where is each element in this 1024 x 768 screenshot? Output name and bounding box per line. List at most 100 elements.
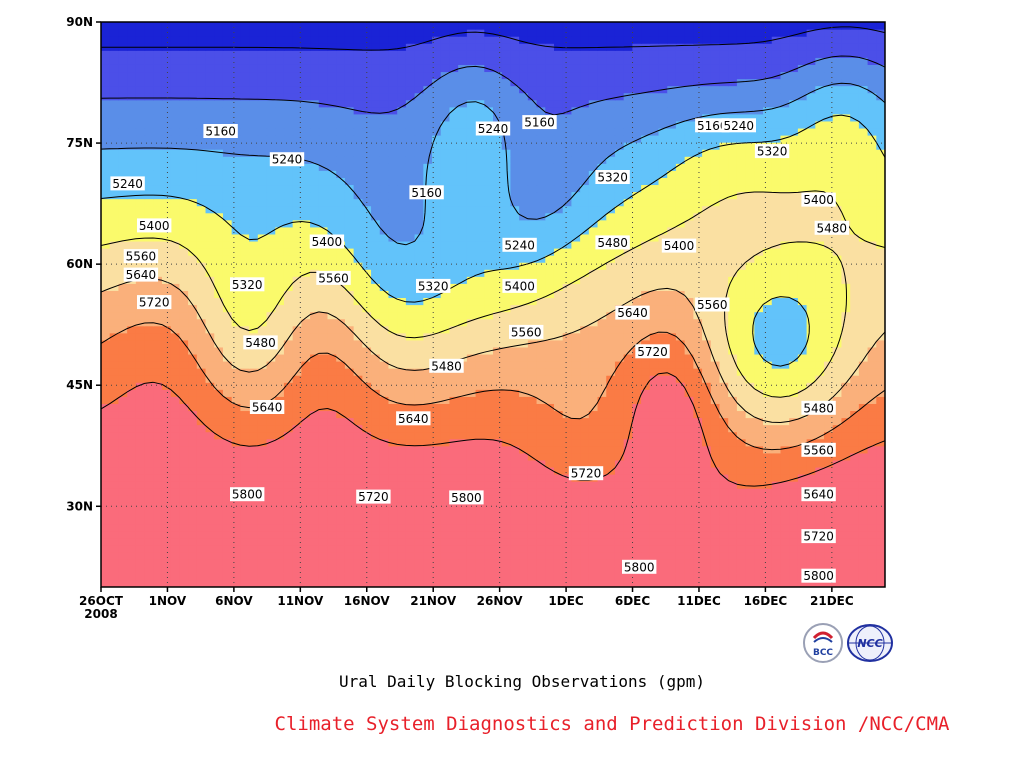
contour-fill-cell xyxy=(196,353,207,362)
contour-fill-cell xyxy=(806,389,816,397)
contour-fill-cell xyxy=(423,290,433,299)
contour-fill-cell xyxy=(580,410,590,419)
contour-fill-cell xyxy=(405,290,416,299)
contour-fill-cell xyxy=(118,346,128,355)
contour-fill-cell xyxy=(266,240,276,249)
contour-fill-cell xyxy=(170,544,180,553)
contour-fill-cell xyxy=(771,544,782,553)
contour-fill-cell xyxy=(458,474,468,482)
contour-fill-cell xyxy=(466,353,477,362)
contour-fill-cell xyxy=(571,558,581,567)
contour-fill-cell xyxy=(135,474,146,482)
contour-fill-cell xyxy=(170,523,180,532)
contour-fill-cell xyxy=(867,361,877,369)
contour-fill-cell xyxy=(135,368,146,376)
contour-fill-cell xyxy=(101,488,111,496)
contour-fill-cell xyxy=(667,205,677,214)
contour-fill-cell xyxy=(754,445,764,454)
contour-fill-cell xyxy=(109,403,120,412)
contour-fill-cell xyxy=(292,226,302,235)
contour-fill-cell xyxy=(693,417,703,426)
contour-fill-cell xyxy=(832,579,843,587)
contour-fill-cell xyxy=(449,537,459,546)
contour-fill-cell xyxy=(675,565,686,574)
contour-fill-cell xyxy=(754,474,764,482)
contour-fill-cell xyxy=(493,368,503,376)
contour-fill-cell xyxy=(240,318,250,327)
contour-fill-cell xyxy=(571,269,581,277)
contour-fill-cell xyxy=(728,283,738,291)
contour-fill-cell xyxy=(101,353,111,362)
contour-fill-cell xyxy=(597,438,607,447)
contour-fill-cell xyxy=(336,452,346,461)
contour-fill-cell xyxy=(510,375,520,383)
contour-fill-cell xyxy=(702,403,712,412)
contour-fill-cell xyxy=(344,255,355,263)
contour-fill-cell xyxy=(632,572,642,581)
contour-fill-cell xyxy=(301,212,311,221)
contour-fill-cell xyxy=(614,488,625,496)
contour-fill-cell xyxy=(440,424,451,433)
contour-fill-cell xyxy=(266,537,276,546)
contour-fill-cell xyxy=(684,403,694,412)
contour-fill-cell xyxy=(728,474,738,482)
contour-fill-cell xyxy=(362,445,372,454)
contour-fill-cell xyxy=(432,459,442,468)
contour-fill-cell xyxy=(458,382,468,390)
contour-fill-cell xyxy=(214,558,224,567)
contour-fill-cell xyxy=(580,283,590,291)
contour-fill-cell xyxy=(249,445,259,454)
contour-fill-cell xyxy=(257,417,268,426)
contour-fill-cell xyxy=(161,410,172,419)
contour-fill-cell xyxy=(545,495,555,503)
contour-fill-cell xyxy=(815,233,825,242)
contour-fill-cell xyxy=(101,424,111,433)
contour-fill-cell xyxy=(423,304,433,313)
contour-fill-cell xyxy=(440,233,451,242)
contour-fill-cell xyxy=(519,438,529,447)
contour-fill-cell xyxy=(222,466,233,475)
contour-fill-cell xyxy=(301,551,311,560)
contour-fill-cell xyxy=(440,544,451,553)
contour-fill-cell xyxy=(292,509,302,517)
contour-fill-cell xyxy=(675,544,686,553)
contour-fill-cell xyxy=(318,565,329,574)
contour-fill-cell xyxy=(153,212,163,221)
contour-fill-cell xyxy=(222,318,233,327)
contour-fill-cell xyxy=(484,544,494,553)
contour-fill-cell xyxy=(553,276,564,284)
contour-fill-cell xyxy=(789,255,799,263)
contour-fill-cell xyxy=(571,445,581,454)
contour-fill-cell xyxy=(745,431,755,440)
contour-fill-cell xyxy=(440,488,451,496)
contour-fill-cell xyxy=(728,516,738,525)
contour-fill-cell xyxy=(771,537,782,546)
contour-fill-cell xyxy=(275,325,285,334)
contour-fill-cell xyxy=(684,544,694,553)
contour-fill-cell xyxy=(214,255,224,263)
contour-fill-cell xyxy=(623,438,633,447)
contour-fill-cell xyxy=(170,565,180,574)
contour-fill-cell xyxy=(327,431,337,440)
contour-fill-cell xyxy=(266,495,276,503)
contour-fill-cell xyxy=(702,445,712,454)
contour-fill-cell xyxy=(501,389,512,397)
contour-fill-cell xyxy=(161,481,172,489)
contour-fill-cell xyxy=(440,530,451,539)
contour-fill-cell xyxy=(484,353,494,362)
contour-fill-cell xyxy=(606,361,616,369)
contour-fill-cell xyxy=(310,255,320,263)
contour-fill-cell xyxy=(501,311,512,320)
contour-fill-cell xyxy=(188,396,198,404)
contour-fill-cell xyxy=(571,198,581,207)
contour-fill-cell xyxy=(205,361,215,369)
contour-fill-cell xyxy=(719,551,729,560)
contour-fill-cell xyxy=(109,240,120,249)
contour-fill-cell xyxy=(449,410,459,419)
contour-fill-cell xyxy=(301,233,311,242)
contour-fill-cell xyxy=(344,290,355,299)
contour-fill-cell xyxy=(684,509,694,517)
contour-fill-cell xyxy=(249,530,259,539)
contour-fill-cell xyxy=(388,205,398,214)
contour-fill-cell xyxy=(466,509,477,517)
